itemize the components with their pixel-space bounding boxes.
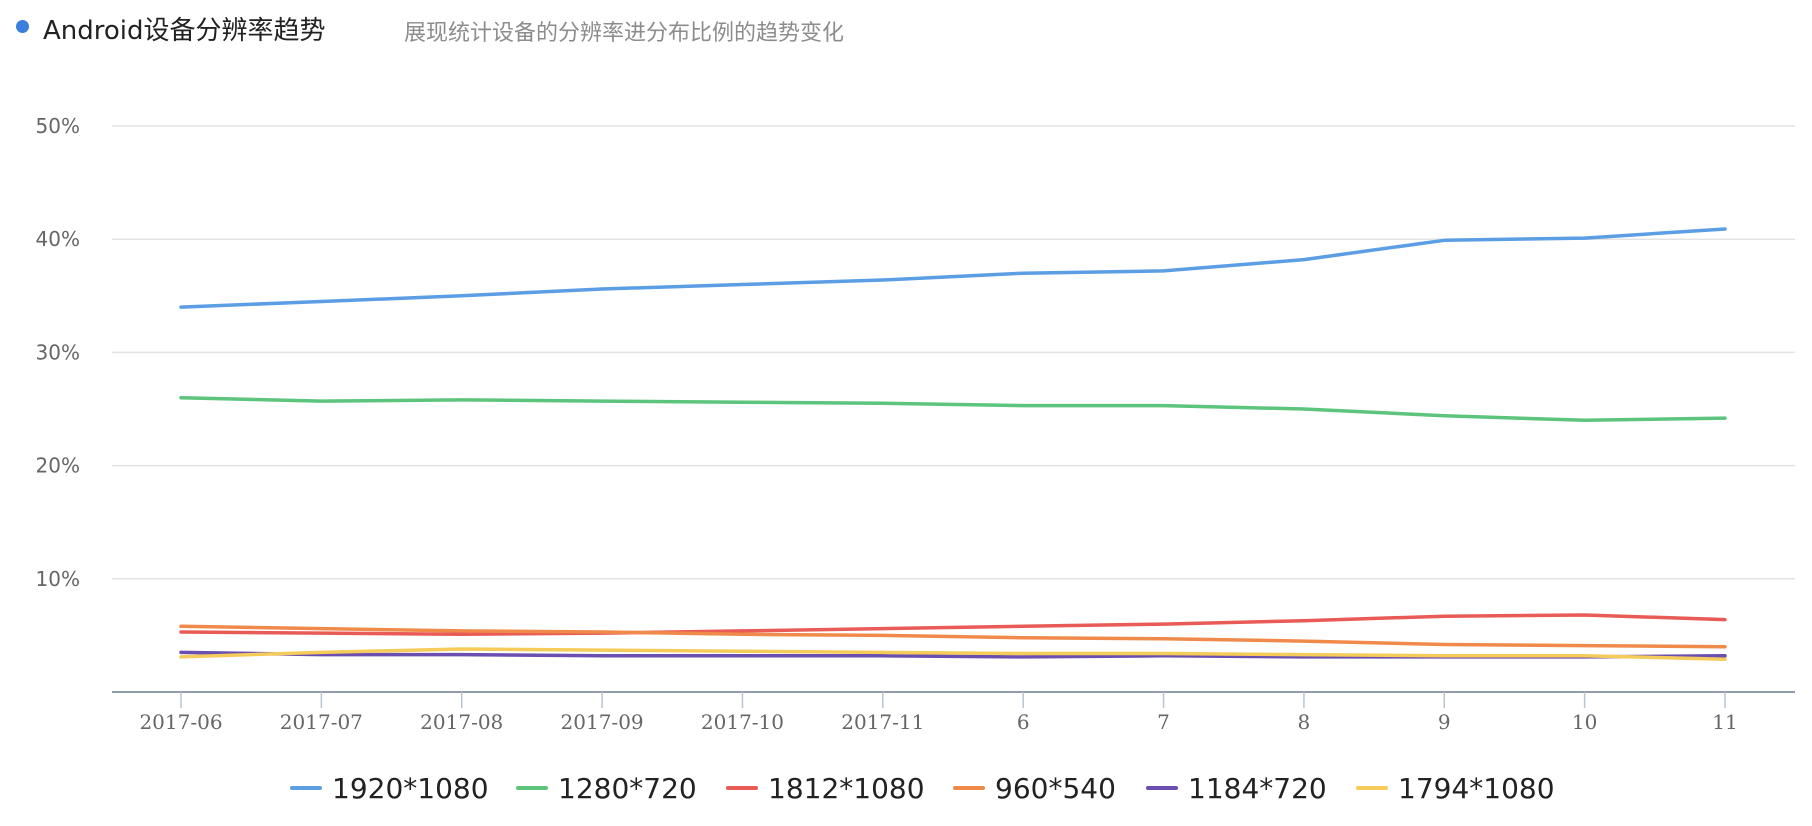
- legend-swatch-icon: [726, 786, 758, 790]
- chart-header: Android设备分辨率趋势 展现统计设备的分辨率进分布比例的趋势变化: [0, 0, 1812, 60]
- legend-swatch-icon: [1356, 786, 1388, 790]
- legend-swatch-icon: [953, 786, 985, 790]
- legend-swatch-icon: [1146, 786, 1178, 790]
- x-tick-label: 2017-08: [420, 710, 503, 734]
- legend-item[interactable]: 1280*720: [516, 768, 697, 808]
- x-tick-label: 2017-09: [561, 710, 644, 734]
- legend-item[interactable]: 1920*1080: [290, 768, 489, 808]
- chart-title: Android设备分辨率趋势: [43, 16, 326, 46]
- chart-legend: 1920*1080 1280*720 1812*1080 960*540 1184*72…: [0, 768, 1812, 808]
- line-chart: 10% 20% 30% 40% 50% 2017-06 2017-07 2017-08 2017…: [36, 114, 1795, 734]
- legend-label: 1812*1080: [768, 771, 925, 805]
- series-line-1280*720: [179, 395, 1727, 423]
- y-tick-label: 20%: [36, 454, 80, 478]
- x-tick-label: 9: [1438, 710, 1451, 734]
- series-line-960*540: [179, 624, 1727, 649]
- x-tick-label: 8: [1298, 710, 1311, 734]
- legend-label: 1184*720: [1188, 771, 1327, 805]
- legend-label: 1280*720: [558, 771, 697, 805]
- y-tick-label: 50%: [36, 114, 80, 138]
- legend-swatch-icon: [290, 786, 322, 790]
- x-tick-label: 2017-07: [280, 710, 363, 734]
- x-tick-label: 10: [1572, 710, 1597, 734]
- legend-item[interactable]: 1812*1080: [726, 768, 925, 808]
- legend-label: 1920*1080: [332, 771, 489, 805]
- x-tick-label: 2017-11: [841, 710, 924, 734]
- y-tick-label: 30%: [36, 340, 80, 364]
- legend-item[interactable]: 1184*720: [1146, 768, 1327, 808]
- legend-item[interactable]: 960*540: [953, 768, 1116, 808]
- legend-item[interactable]: 1794*1080: [1356, 768, 1555, 808]
- y-tick-label: 40%: [36, 227, 80, 251]
- chart-subtitle: 展现统计设备的分辨率进分布比例的趋势变化: [404, 21, 845, 46]
- x-tick-label: 6: [1017, 710, 1030, 734]
- x-tick-label: 2017-10: [701, 710, 784, 734]
- x-tick-label: 2017-06: [139, 710, 222, 734]
- series-line-1794*1080: [179, 647, 1727, 661]
- x-tick-label: 11: [1712, 710, 1737, 734]
- legend-label: 960*540: [995, 771, 1116, 805]
- x-tick-label: 7: [1157, 710, 1170, 734]
- y-tick-label: 10%: [36, 567, 80, 591]
- legend-label: 1794*1080: [1398, 771, 1555, 805]
- title-dot-icon: [16, 20, 29, 33]
- series-line-1920*1080: [179, 227, 1727, 309]
- series-line-1812*1080: [179, 613, 1727, 637]
- legend-swatch-icon: [516, 786, 548, 790]
